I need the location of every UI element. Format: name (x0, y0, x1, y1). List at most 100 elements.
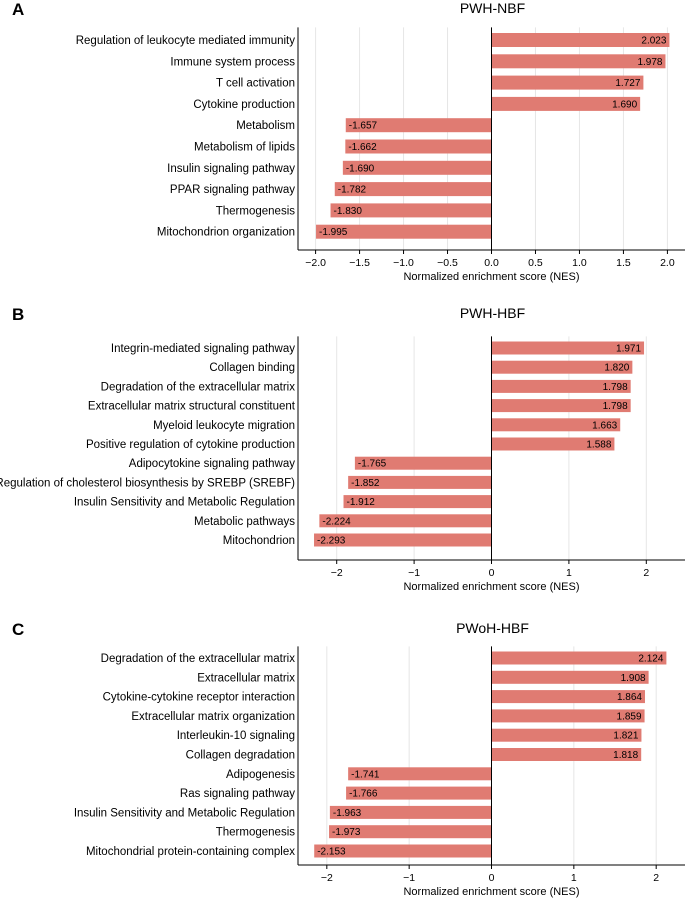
bar (348, 475, 492, 489)
bar (346, 786, 492, 800)
bar (330, 203, 492, 218)
category-label: Collagen binding (209, 362, 295, 374)
bar (491, 651, 667, 665)
bar (319, 514, 492, 528)
data-label: 1.821 (613, 731, 638, 742)
category-label: Mitochondrial protein-containing complex (86, 846, 295, 858)
data-label: 1.978 (637, 57, 662, 68)
chart-panel-c: C PWoH-HBF Degradation of the extracellu… (0, 620, 685, 900)
data-label: 1.798 (603, 401, 628, 412)
bar (491, 670, 649, 684)
x-tick-label: 1.5 (616, 257, 631, 269)
category-label: Regulation of leukocyte mediated immunit… (76, 35, 296, 47)
chart-title: PWoH-HBF (456, 620, 529, 636)
x-tick-label: 0.0 (484, 257, 499, 269)
data-label: -1.912 (347, 497, 376, 508)
bar (354, 456, 492, 470)
data-label: -2.153 (317, 847, 346, 858)
bar-chart: Degradation of the extracellular matrix 2… (74, 646, 685, 898)
bar (314, 844, 492, 858)
bar (491, 399, 631, 413)
category-label: Myeloid leukocyte migration (153, 420, 295, 432)
x-tick-label: 2.0 (660, 257, 675, 269)
bar (491, 418, 621, 432)
x-tick-label: 1.0 (572, 257, 587, 269)
category-label: Cytokine-cytokine receptor interaction (103, 692, 295, 704)
x-tick-label: −2 (331, 567, 343, 579)
bar (491, 709, 645, 723)
category-label: Thermogenesis (216, 827, 296, 839)
data-label: -1.852 (351, 478, 380, 489)
bar-chart: Integrin-mediated signaling pathway 1.971… (0, 336, 685, 593)
data-label: 1.820 (604, 363, 629, 374)
category-label: Adipogenesis (226, 769, 295, 781)
x-tick-label: 0.5 (528, 257, 543, 269)
category-label: Positive regulation of cytokine producti… (86, 439, 295, 451)
data-label: 1.859 (617, 711, 642, 722)
category-label: Integrin-mediated signaling pathway (111, 343, 295, 355)
bar (491, 437, 615, 451)
x-tick-label: 2 (643, 567, 649, 579)
category-label: Metabolism (236, 120, 295, 132)
bar (329, 825, 492, 839)
x-tick-label: 2 (653, 872, 659, 884)
data-label: 1.818 (613, 750, 638, 761)
data-label: -1.973 (332, 827, 361, 838)
category-label: Cytokine production (193, 99, 295, 111)
category-label: Metabolic pathways (194, 516, 295, 528)
x-tick-label: −1 (403, 872, 415, 884)
data-label: -1.766 (349, 789, 378, 800)
category-label: Interleukin-10 signaling (177, 730, 295, 742)
category-label: Collagen degradation (186, 750, 295, 762)
bar (314, 533, 492, 547)
bar (491, 341, 645, 355)
category-label: Mitochondrion organization (157, 227, 295, 239)
x-tick-label: 1 (571, 872, 577, 884)
bar (491, 379, 631, 393)
bar (491, 728, 642, 742)
category-label: T cell activation (216, 78, 295, 90)
bar (343, 495, 492, 509)
category-label: Degradation of the extracellular matrix (101, 381, 296, 393)
data-label: 1.908 (621, 673, 646, 684)
x-tick-label: −1.0 (393, 257, 414, 269)
x-axis-label: Normalized enrichment score (NES) (403, 271, 579, 283)
category-label: Extracellular matrix (197, 672, 295, 684)
bar (345, 118, 492, 133)
bar (491, 96, 641, 111)
category-label: PPAR signaling pathway (170, 184, 295, 196)
bar (316, 224, 492, 239)
data-label: 1.588 (586, 440, 611, 451)
category-label: Insulin signaling pathway (167, 163, 295, 175)
x-tick-label: −0.5 (437, 257, 458, 269)
x-tick-label: 1 (566, 567, 572, 579)
x-tick-label: 0 (489, 872, 495, 884)
data-label: -1.657 (349, 121, 378, 132)
data-label: -1.662 (348, 142, 377, 153)
data-label: -1.782 (338, 185, 367, 196)
category-label: Mitochondrion (223, 535, 295, 547)
chart-title: PWH-NBF (459, 0, 526, 16)
bar (491, 33, 670, 47)
x-tick-label: −1.5 (349, 257, 370, 269)
chart-panel-a: A PWH-NBF Regulation of leukocyte mediat… (0, 0, 685, 300)
panel-letter: A (12, 0, 25, 19)
bar (348, 767, 492, 781)
category-label: Degradation of the extracellular matrix (101, 653, 296, 665)
data-label: -1.963 (333, 808, 362, 819)
x-tick-label: −2 (321, 872, 333, 884)
category-label: Insulin Sensitivity and Metabolic Regula… (74, 807, 295, 819)
data-label: 1.663 (592, 420, 617, 431)
data-label: -1.741 (351, 769, 380, 780)
data-label: -1.690 (346, 163, 375, 174)
data-label: 2.023 (641, 36, 666, 47)
bar (491, 748, 642, 761)
x-tick-label: −2.0 (305, 257, 326, 269)
bar (334, 182, 492, 197)
data-label: -1.765 (358, 459, 387, 470)
bar (491, 360, 633, 374)
x-axis-label: Normalized enrichment score (NES) (403, 886, 579, 898)
data-label: -2.293 (317, 536, 346, 547)
category-label: Adipocytokine signaling pathway (129, 458, 295, 470)
x-tick-label: 0 (489, 567, 495, 579)
